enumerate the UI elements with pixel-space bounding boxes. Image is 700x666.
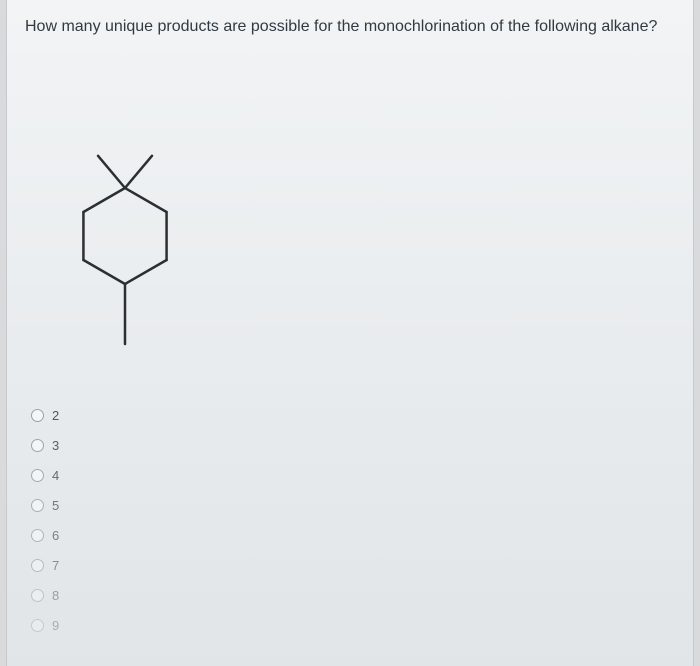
option-label: 8 bbox=[52, 588, 59, 603]
option-row[interactable]: 8 bbox=[31, 581, 675, 611]
radio-button[interactable] bbox=[31, 469, 44, 482]
option-row[interactable]: 3 bbox=[31, 431, 675, 461]
option-row[interactable]: 4 bbox=[31, 461, 675, 491]
radio-button[interactable] bbox=[31, 409, 44, 422]
option-label: 5 bbox=[52, 498, 59, 513]
option-label: 4 bbox=[52, 468, 59, 483]
option-row[interactable]: 5 bbox=[31, 491, 675, 521]
quiz-page: How many unique products are possible fo… bbox=[6, 0, 694, 666]
question-text: How many unique products are possible fo… bbox=[25, 16, 675, 38]
option-row[interactable]: 9 bbox=[31, 611, 675, 641]
radio-button[interactable] bbox=[31, 439, 44, 452]
option-label: 3 bbox=[52, 438, 59, 453]
molecule-diagram bbox=[35, 66, 675, 361]
option-label: 9 bbox=[52, 618, 59, 633]
answer-options: 2 3 4 5 6 7 8 9 bbox=[31, 401, 675, 641]
option-label: 7 bbox=[52, 558, 59, 573]
radio-button[interactable] bbox=[31, 619, 44, 632]
molecule-svg bbox=[35, 66, 215, 356]
option-row[interactable]: 6 bbox=[31, 521, 675, 551]
option-label: 6 bbox=[52, 528, 59, 543]
option-label: 2 bbox=[52, 408, 59, 423]
option-row[interactable]: 7 bbox=[31, 551, 675, 581]
radio-button[interactable] bbox=[31, 559, 44, 572]
radio-button[interactable] bbox=[31, 499, 44, 512]
radio-button[interactable] bbox=[31, 589, 44, 602]
option-row[interactable]: 2 bbox=[31, 401, 675, 431]
radio-button[interactable] bbox=[31, 529, 44, 542]
